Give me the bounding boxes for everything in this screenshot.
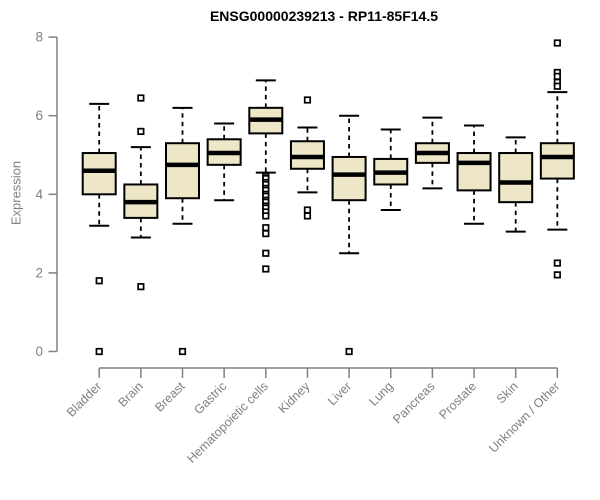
boxplot-brain	[123, 94, 159, 291]
x-tick-label: Skin	[494, 379, 521, 406]
y-tick-label: 4	[35, 187, 43, 202]
iqr-box	[81, 152, 117, 196]
boxplot-liver	[331, 114, 367, 356]
outlier-point	[95, 347, 103, 356]
outlier-point	[262, 249, 270, 257]
x-tick-label: Liver	[325, 379, 354, 408]
iqr-box	[165, 142, 200, 200]
boxplot-gastric	[206, 122, 242, 202]
x-tick-label: Kidney	[276, 379, 313, 416]
iqr-box	[539, 142, 575, 180]
x-tick-label: Lung	[366, 379, 396, 409]
boxplot-lung	[373, 128, 409, 212]
outlier-point	[137, 127, 145, 136]
x-tick-label: Prostate	[436, 379, 479, 422]
boxplot-breast	[165, 106, 200, 356]
y-axis: 0 2 4 6 8	[35, 30, 58, 359]
iqr-box	[456, 152, 492, 192]
y-tick-label: 0	[35, 344, 43, 359]
outlier-point	[95, 277, 103, 285]
outlier-point	[262, 212, 270, 220]
outlier-point	[553, 82, 561, 90]
x-tick-label: Hematopoietic cells	[184, 379, 271, 466]
boxplot-kidney	[289, 96, 325, 220]
outlier-point	[553, 72, 561, 81]
outlier-point	[137, 283, 145, 291]
outlier-point	[137, 94, 145, 102]
outlier-point	[262, 230, 270, 238]
boxplot-unknown-other	[539, 39, 575, 279]
outlier-point	[553, 259, 561, 267]
outlier-point	[303, 96, 312, 104]
x-tick-label: Bladder	[64, 379, 104, 419]
outlier-point	[303, 206, 312, 214]
iqr-box	[498, 152, 534, 204]
boxplot-skin	[498, 136, 534, 233]
boxplot-pancreas	[414, 116, 450, 190]
y-tick-label: 8	[35, 30, 43, 45]
chart-title: ENSG00000239213 - RP11-85F14.5	[209, 8, 439, 24]
iqr-box	[331, 155, 367, 202]
x-tick-label: Breast	[152, 379, 188, 415]
boxplot-prostate	[456, 124, 492, 225]
outlier-point	[262, 265, 270, 273]
boxplot-hematopoietic-cells	[248, 79, 284, 273]
x-tick-label: Brain	[115, 379, 146, 410]
outlier-point	[553, 39, 561, 47]
outlier-point	[262, 224, 270, 232]
y-tick-label: 2	[35, 265, 43, 280]
outlier-point	[345, 347, 353, 356]
x-tick-label: Gastric	[191, 379, 229, 417]
outlier-point	[178, 347, 187, 356]
boxplot-bladder	[81, 102, 117, 356]
y-axis-label: Expression	[8, 160, 24, 226]
y-tick-label: 6	[35, 108, 43, 123]
outlier-point	[303, 212, 312, 220]
x-tick-label: Unknown / Other	[486, 379, 562, 455]
x-tick-label: Pancreas	[390, 379, 437, 426]
outlier-point	[553, 271, 561, 279]
